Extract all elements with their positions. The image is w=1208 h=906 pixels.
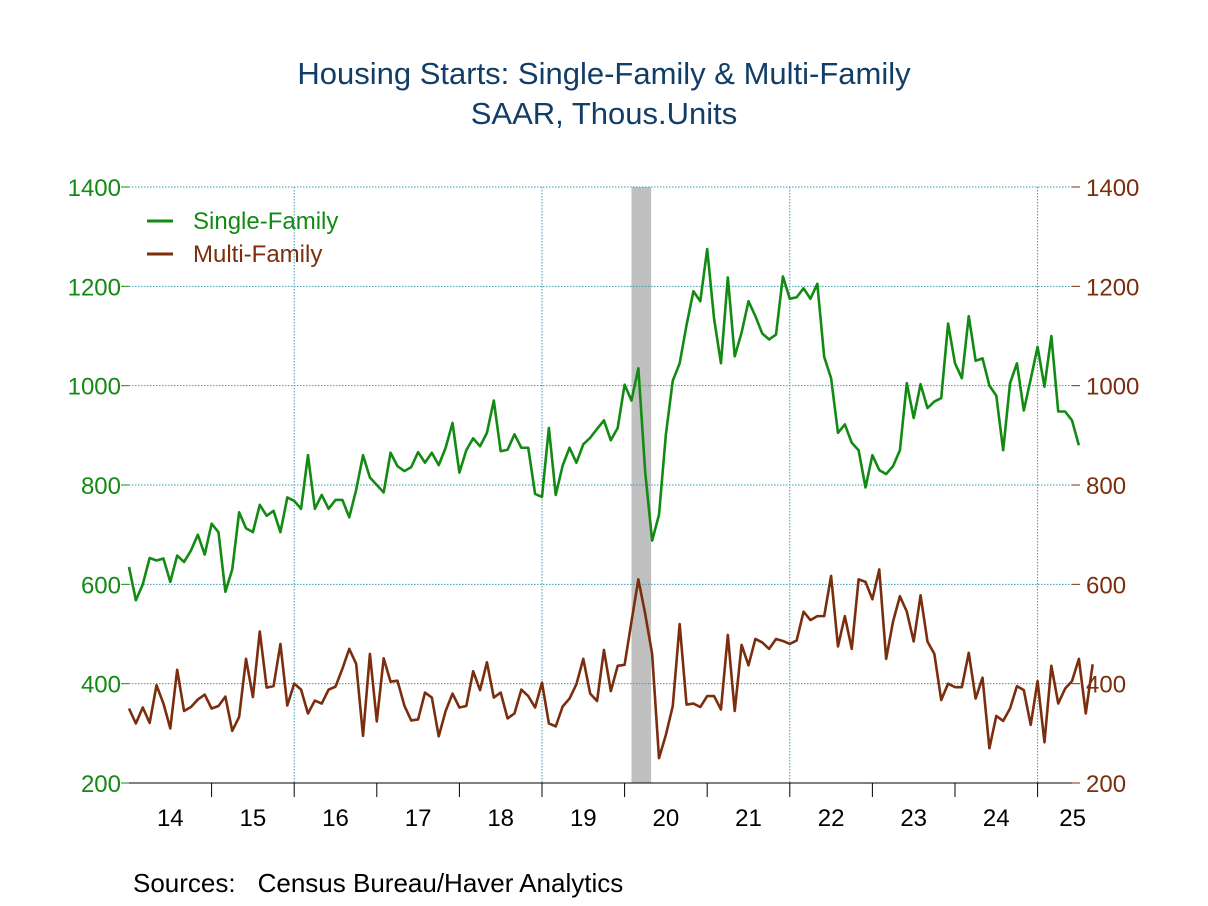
y-axis-left-labels: 200 400 600 800 1000 1200 1400 (68, 175, 121, 798)
y-tick-label-left: 200 (81, 771, 121, 798)
x-tick-label: 25 (1059, 805, 1086, 832)
x-tick-label: 15 (240, 805, 267, 832)
y-tick-label-left: 1000 (68, 374, 121, 401)
x-tick-label: 16 (322, 805, 349, 832)
x-tick-label: 21 (735, 805, 762, 832)
recession-band (631, 187, 652, 783)
y-tick-label-left: 800 (81, 473, 121, 500)
y-tick-label-left: 600 (81, 572, 121, 599)
x-tick-label: 20 (653, 805, 680, 832)
sources-text: Census Bureau/Haver Analytics (257, 868, 624, 898)
y-tick-label-right: 1200 (1086, 274, 1139, 301)
y-tick-label-left: 1400 (68, 175, 121, 202)
x-tick-label: 23 (900, 805, 927, 832)
x-tick-label: 19 (570, 805, 597, 832)
y-tick-label-right: 800 (1086, 473, 1126, 500)
series-line-single-family (127, 247, 1081, 602)
x-tick-label: 24 (983, 805, 1010, 832)
series-lines (127, 247, 1094, 760)
y-tick-label-right: 400 (1086, 672, 1126, 699)
legend-label-multi-family: Multi-Family (193, 241, 322, 268)
legend-label-single-family: Single-Family (193, 208, 338, 235)
x-axis-labels: 14 15 16 17 18 19 20 21 22 23 24 25 (157, 805, 1086, 832)
x-tick-label: 22 (818, 805, 845, 832)
x-tick-label: 14 (157, 805, 184, 832)
recession-shading (631, 187, 652, 783)
legend: Single-Family Multi-Family (147, 208, 338, 268)
y-tick-label-left: 1200 (68, 274, 121, 301)
grid-lines (129, 186, 1072, 783)
sources-note: Sources: Census Bureau/Haver Analytics (133, 868, 623, 899)
sources-label: Sources: (133, 868, 236, 898)
y-tick-label-right: 1400 (1086, 175, 1139, 202)
y-tick-label-right: 1000 (1086, 374, 1139, 401)
chart-subtitle: SAAR, Thous.Units (470, 96, 738, 131)
axes (121, 186, 1080, 797)
y-tick-label-left: 400 (81, 672, 121, 699)
y-axis-right-labels: 200 400 600 800 1000 1200 1400 (1086, 175, 1139, 798)
y-tick-label-right: 200 (1086, 771, 1126, 798)
y-tick-label-right: 600 (1086, 572, 1126, 599)
x-tick-label: 18 (487, 805, 514, 832)
series-line-multi-family (127, 568, 1094, 760)
chart-title: Housing Starts: Single-Family & Multi-Fa… (297, 56, 911, 91)
x-tick-label: 17 (405, 805, 432, 832)
